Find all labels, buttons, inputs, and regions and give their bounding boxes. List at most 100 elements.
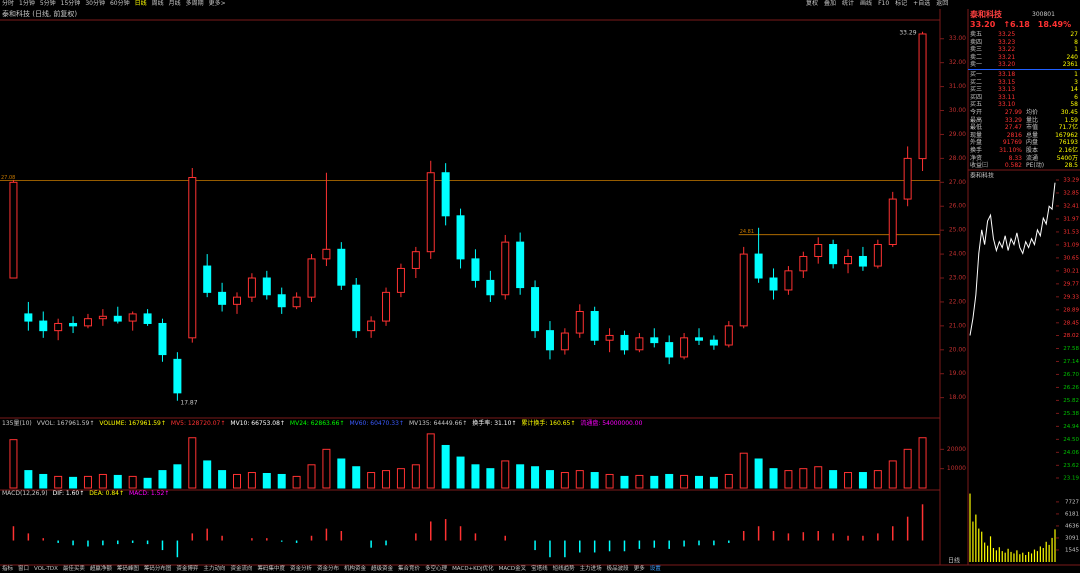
book-volume: 1 bbox=[1074, 71, 1078, 78]
tool[interactable]: 画线 bbox=[860, 0, 873, 7]
bottom-tab[interactable]: 主力进场 bbox=[579, 566, 602, 572]
chart-title: 泰和科技 (日线, 前复权) bbox=[2, 10, 78, 18]
price-annotation: 17.87 bbox=[180, 399, 197, 406]
candle-body bbox=[54, 322, 63, 332]
tool[interactable]: +自选 bbox=[913, 0, 931, 7]
tab[interactable]: 15分钟 bbox=[60, 0, 81, 7]
volume-bar bbox=[456, 456, 465, 489]
bottom-tab[interactable]: 极品波段 bbox=[606, 566, 629, 572]
bottom-tab[interactable]: 窗口 bbox=[18, 566, 30, 572]
bottom-tab[interactable]: 集合竞价 bbox=[398, 566, 421, 572]
tab[interactable]: 分时 bbox=[2, 0, 15, 7]
book-volume: 58 bbox=[1070, 101, 1078, 109]
candle-body bbox=[382, 291, 391, 322]
bottom-tab[interactable]: VOL-TDX bbox=[34, 566, 58, 572]
bottom-tab[interactable]: 多空心理 bbox=[425, 566, 448, 572]
bottom-tab[interactable]: 主力动向 bbox=[203, 566, 226, 572]
bottom-tab[interactable]: 资金分布 bbox=[316, 566, 339, 572]
y-tick-label: 26.70 bbox=[1063, 372, 1079, 378]
y-tick-label: 31.09 bbox=[1063, 242, 1079, 248]
candle-body bbox=[9, 181, 18, 279]
candle-body bbox=[367, 320, 376, 332]
y-tick-label: 31.97 bbox=[1063, 216, 1079, 222]
legend-item: MV5: 128720.07↑ bbox=[170, 420, 226, 427]
book-label: 卖二 bbox=[970, 53, 983, 61]
candle-body bbox=[456, 215, 465, 260]
book-volume: 2361 bbox=[1062, 61, 1078, 69]
bottom-tab[interactable]: 指标 bbox=[2, 566, 14, 572]
book-price: 33.21 bbox=[998, 53, 1016, 61]
bottom-tab[interactable]: 最佳买卖 bbox=[62, 566, 85, 572]
stat-label: 收益㈢ bbox=[970, 162, 989, 170]
candle-body bbox=[560, 332, 569, 351]
tool[interactable]: 返回 bbox=[936, 0, 949, 7]
y-tick-label: 23.00 bbox=[949, 275, 966, 282]
candle-body bbox=[590, 311, 599, 341]
candle-body bbox=[709, 339, 718, 346]
bottom-tab[interactable]: 筹码集中度 bbox=[257, 566, 285, 572]
stat-label: 市值 bbox=[1026, 124, 1039, 132]
tool[interactable]: 叠加 bbox=[824, 0, 837, 7]
y-tick-label: 24.06 bbox=[1063, 450, 1079, 456]
tool[interactable]: F10 bbox=[878, 0, 890, 7]
book-volume: 27 bbox=[1070, 31, 1078, 38]
volume-bar bbox=[754, 458, 763, 489]
y-tick-label: 1545 bbox=[1065, 547, 1079, 553]
quote-price: 33.20 bbox=[970, 20, 996, 29]
y-tick-label: 29.00 bbox=[949, 131, 966, 138]
tab[interactable]: 5分钟 bbox=[39, 0, 56, 7]
tab[interactable]: 60分钟 bbox=[109, 0, 130, 7]
legend-item: MACD(12,26,9) bbox=[2, 490, 48, 497]
bottom-tab[interactable]: 超赢净额 bbox=[89, 566, 112, 572]
volume-bar bbox=[516, 464, 525, 489]
volume-bar bbox=[471, 464, 480, 489]
stat-value: 0.582 bbox=[1004, 162, 1022, 170]
y-tick-label: 33.29 bbox=[1063, 178, 1079, 184]
bottom-tab[interactable]: 资金博弈 bbox=[176, 566, 199, 572]
bottom-tab[interactable]: 筹码峰图 bbox=[116, 566, 139, 572]
bottom-tab[interactable]: 宝塔线 bbox=[531, 566, 548, 572]
bottom-tab[interactable]: MACD+KDJ优化 bbox=[452, 566, 494, 572]
bottom-tab[interactable]: 设置 bbox=[649, 566, 661, 572]
bottom-tab[interactable]: 资金流向 bbox=[230, 566, 253, 572]
tab[interactable]: 月线 bbox=[168, 0, 181, 7]
book-label: 买一 bbox=[970, 71, 983, 78]
tab[interactable]: 30分钟 bbox=[85, 0, 105, 7]
indicator-legend: 135量(10) VVOL: 167961.59↑ VOLUME: 167961.5… bbox=[2, 420, 642, 428]
volume-bar bbox=[143, 477, 152, 489]
candle-body bbox=[903, 157, 912, 200]
legend-item: VVOL: 167961.59↑ bbox=[36, 420, 95, 427]
y-tick-label: 28.00 bbox=[949, 155, 966, 162]
bottom-tab[interactable]: 机构资金 bbox=[344, 566, 367, 572]
candle-body bbox=[695, 337, 703, 341]
stat-label: 换手 bbox=[970, 147, 983, 154]
bottom-tab[interactable]: 资金分析 bbox=[289, 566, 312, 572]
tab[interactable]: 周线 bbox=[151, 0, 164, 7]
bottom-tab[interactable]: 更多 bbox=[633, 566, 645, 572]
volume-bar bbox=[903, 448, 912, 489]
volume-bar bbox=[695, 475, 703, 489]
candle-body bbox=[98, 315, 107, 320]
tab[interactable]: 1分钟 bbox=[19, 0, 35, 7]
candle-body bbox=[262, 277, 271, 296]
candle-body bbox=[739, 253, 748, 327]
volume-bar bbox=[307, 464, 316, 489]
volume-bar bbox=[396, 468, 405, 489]
tool[interactable]: 复权 bbox=[806, 0, 819, 7]
tool[interactable]: 统计 bbox=[842, 0, 855, 7]
tab[interactable]: 日线 bbox=[134, 0, 147, 7]
bottom-tab[interactable]: 超级资金 bbox=[371, 566, 394, 572]
y-tick-label: 26.00 bbox=[949, 203, 966, 210]
legend-item: MACD: 1.52↑ bbox=[129, 490, 170, 497]
volume-bar bbox=[873, 470, 882, 489]
stat-value: 91769 bbox=[1002, 139, 1022, 147]
candle-body bbox=[292, 296, 301, 308]
bottom-tab[interactable]: 筹码分布图 bbox=[143, 566, 172, 572]
volume-bar bbox=[769, 468, 778, 489]
bottom-tab[interactable]: 短线趋势 bbox=[552, 566, 575, 572]
tool[interactable]: 标记 bbox=[895, 0, 908, 7]
bottom-tab[interactable]: MACD金叉 bbox=[498, 566, 527, 572]
tab[interactable]: 更多> bbox=[208, 0, 226, 7]
volume-bar bbox=[575, 470, 584, 489]
tab[interactable]: 多周期 bbox=[185, 0, 204, 7]
